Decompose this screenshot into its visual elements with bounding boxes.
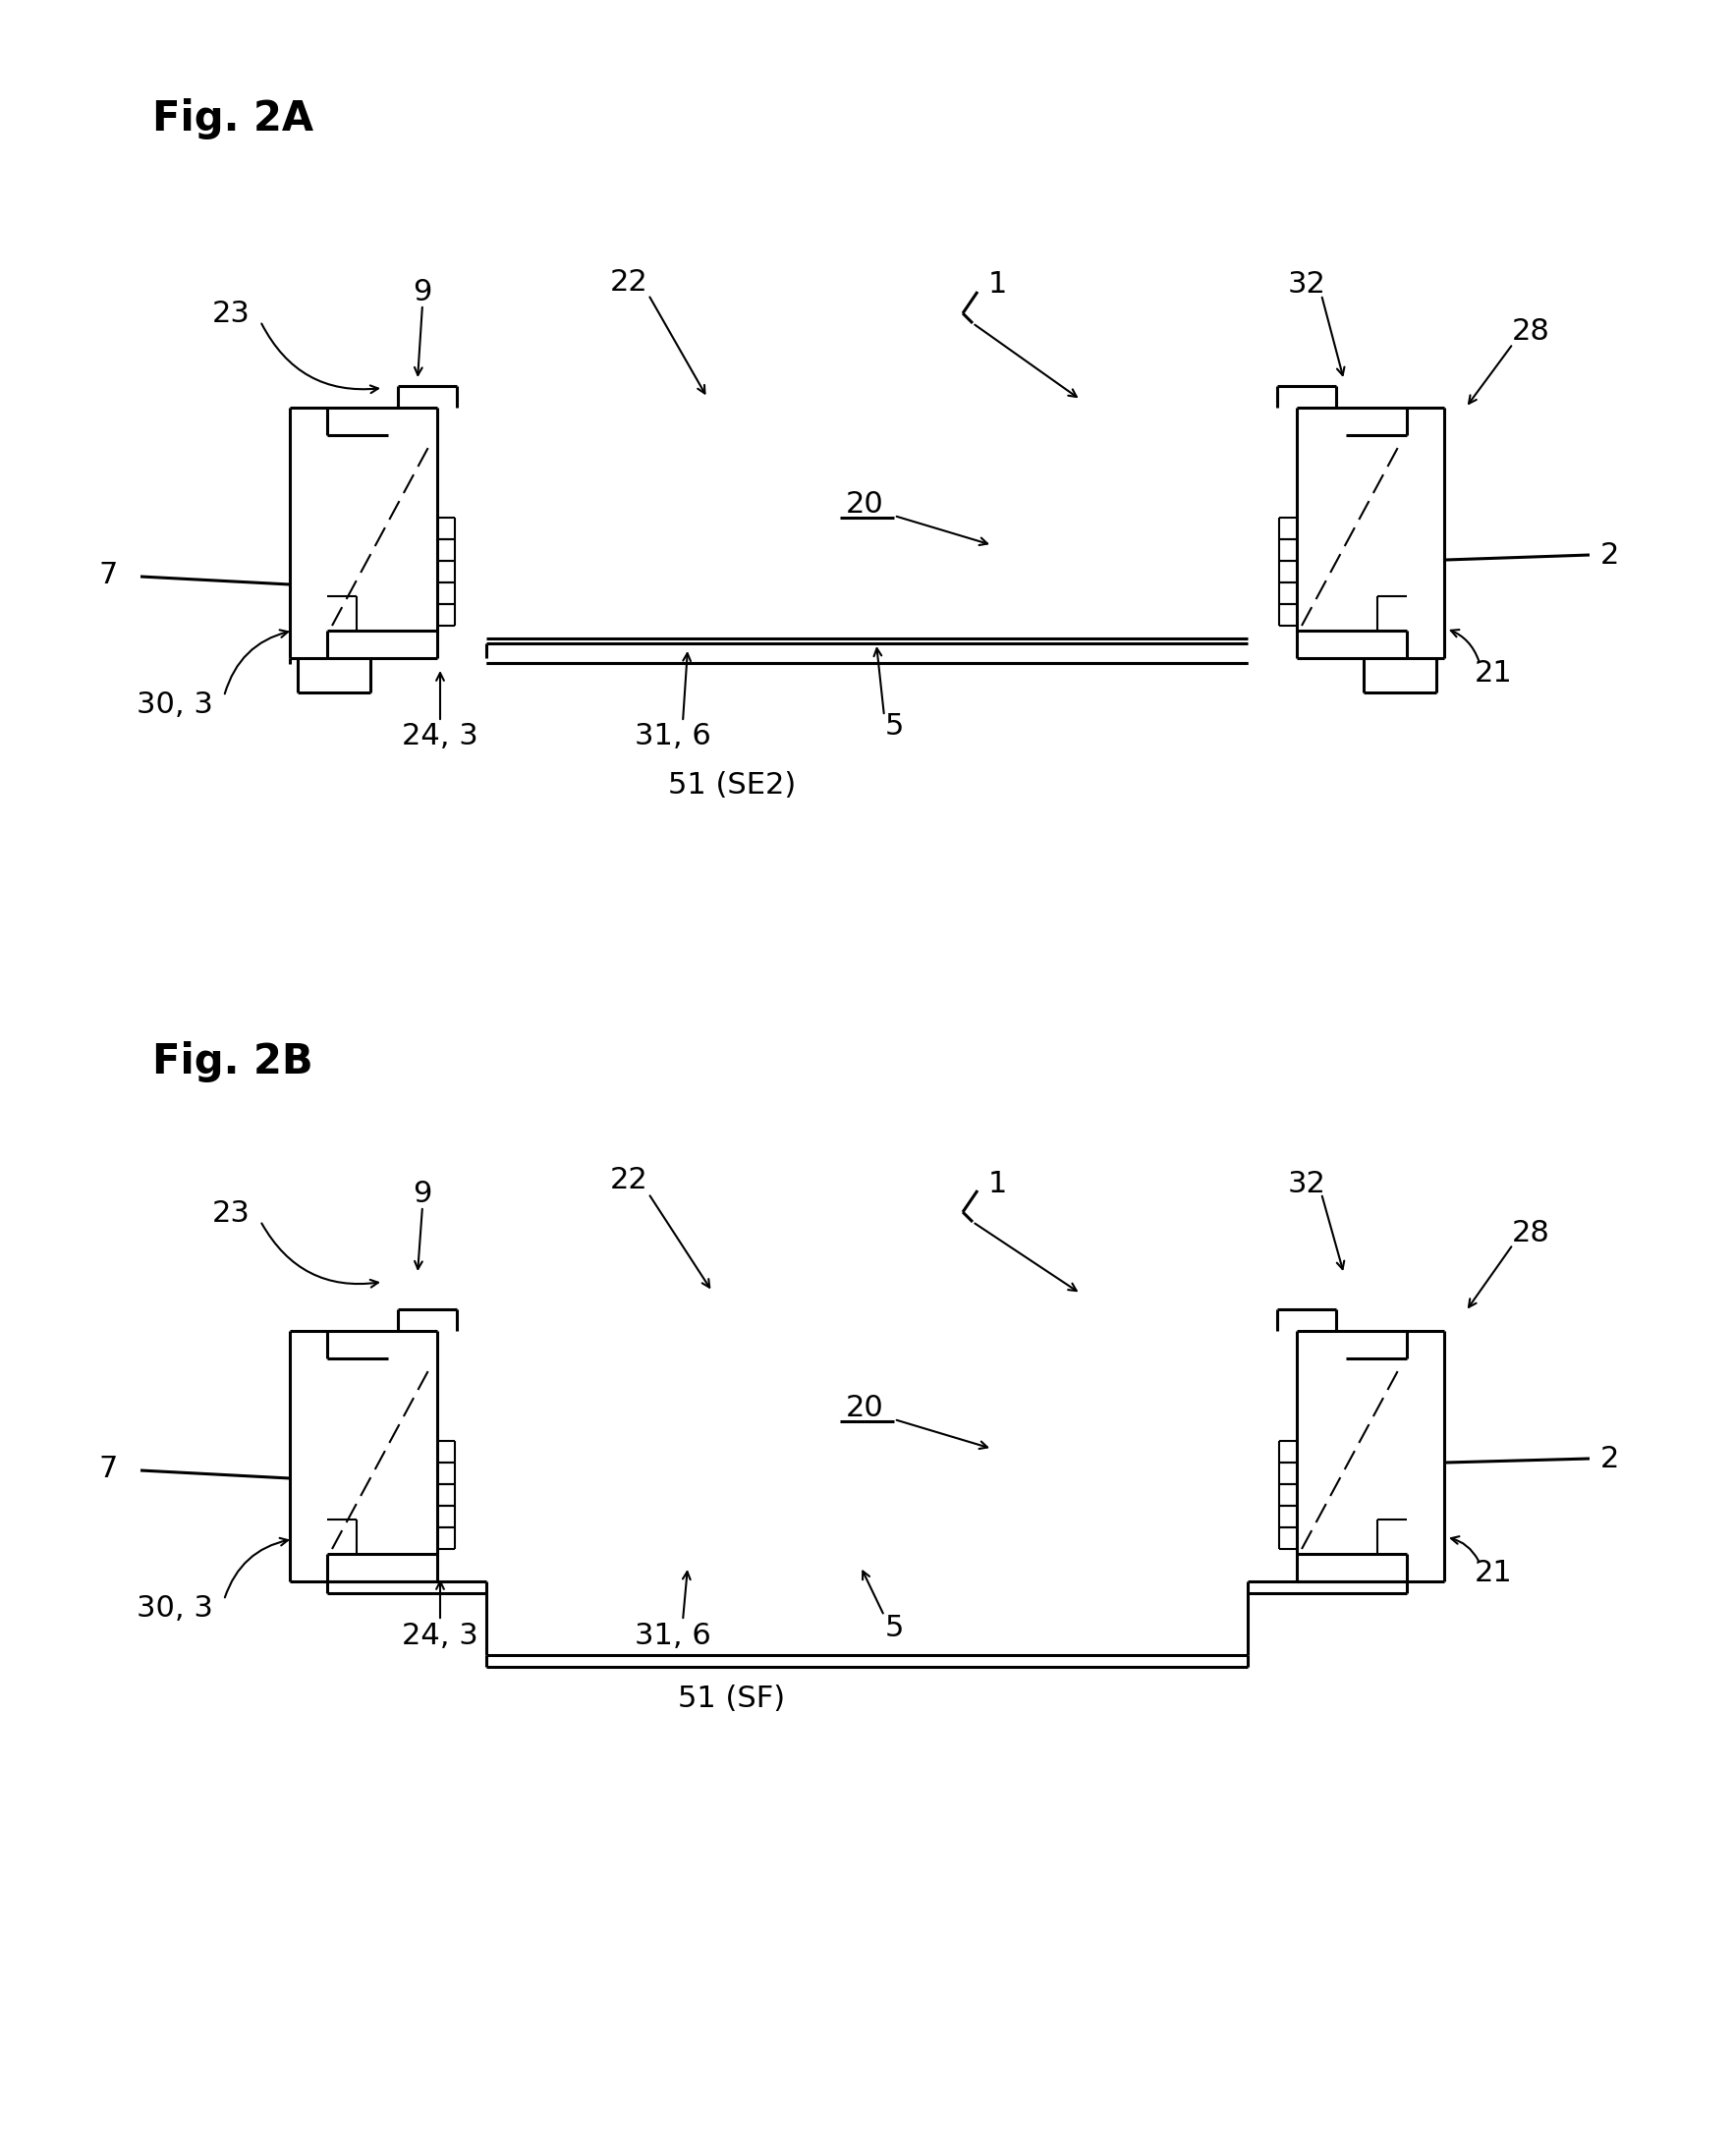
Text: 5: 5 <box>884 1613 903 1643</box>
Text: 31, 6: 31, 6 <box>634 1621 711 1649</box>
Text: 22: 22 <box>610 267 648 295</box>
Text: 5: 5 <box>884 714 903 742</box>
Text: 30, 3: 30, 3 <box>137 690 213 718</box>
Text: Fig. 2A: Fig. 2A <box>153 99 314 140</box>
Text: Fig. 2B: Fig. 2B <box>153 1041 314 1082</box>
Text: 24, 3: 24, 3 <box>402 722 478 750</box>
Text: 1: 1 <box>988 272 1007 300</box>
Text: 7: 7 <box>99 1453 118 1483</box>
Text: 23: 23 <box>211 300 250 328</box>
Text: 24, 3: 24, 3 <box>402 1621 478 1649</box>
Text: 21: 21 <box>1475 1559 1513 1587</box>
Text: 28: 28 <box>1511 1218 1549 1246</box>
Text: 22: 22 <box>610 1166 648 1194</box>
Text: 30, 3: 30, 3 <box>137 1593 213 1621</box>
Text: 32: 32 <box>1288 272 1326 300</box>
Text: 28: 28 <box>1511 317 1549 345</box>
Text: 20: 20 <box>846 489 884 517</box>
Text: 51 (SF): 51 (SF) <box>678 1686 785 1714</box>
Text: 51 (SE2): 51 (SE2) <box>667 772 795 800</box>
Text: 9: 9 <box>412 278 432 306</box>
Text: 2: 2 <box>1600 1445 1619 1473</box>
Text: 1: 1 <box>988 1169 1007 1199</box>
Text: 20: 20 <box>846 1393 884 1421</box>
Text: 31, 6: 31, 6 <box>634 722 711 750</box>
Text: 23: 23 <box>211 1199 250 1227</box>
Text: 21: 21 <box>1475 658 1513 688</box>
Text: 2: 2 <box>1600 541 1619 569</box>
Text: 7: 7 <box>99 561 118 589</box>
Text: 32: 32 <box>1288 1169 1326 1199</box>
Text: 9: 9 <box>412 1179 432 1207</box>
